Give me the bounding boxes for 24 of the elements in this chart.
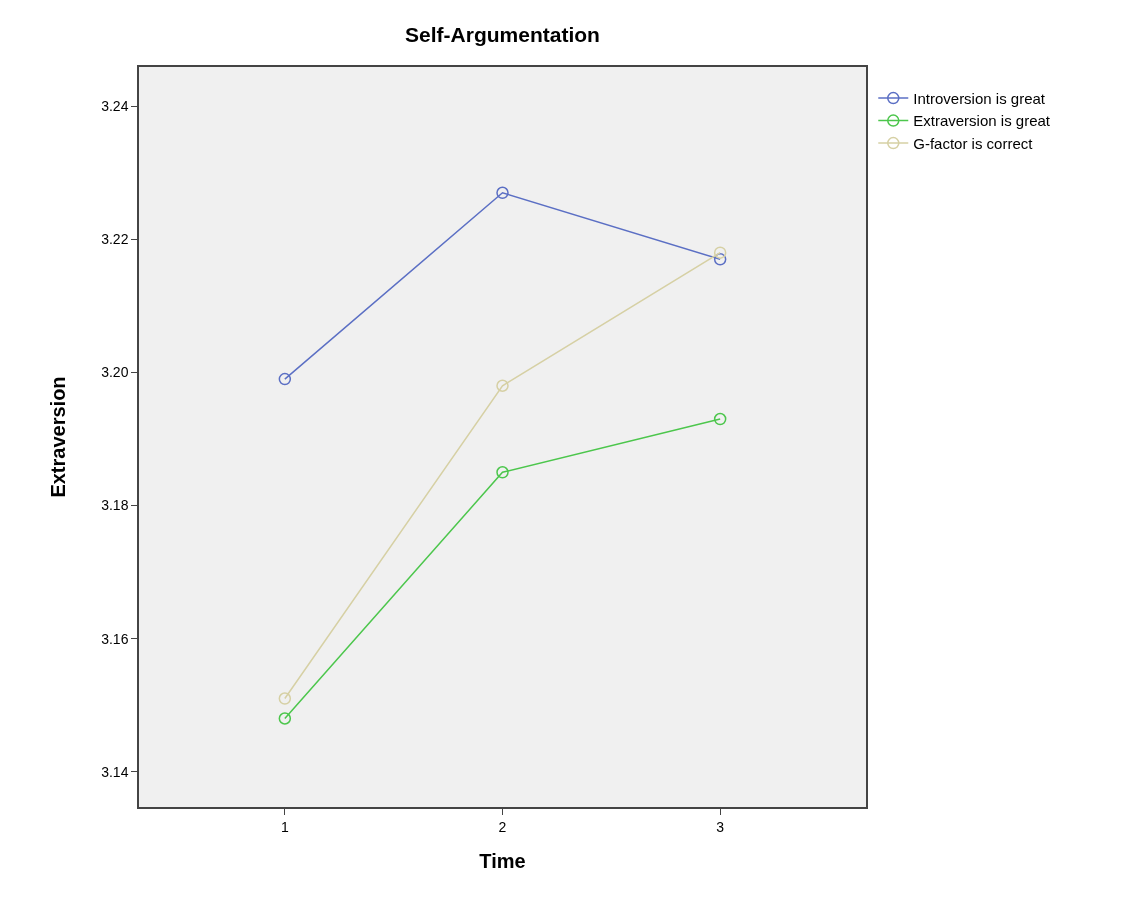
x-tick-label: 2 [498, 818, 507, 835]
point [278, 372, 292, 386]
y-axis-title: Extraversion [47, 376, 70, 498]
x-axis-title: Time [479, 849, 526, 872]
point [713, 412, 727, 426]
point [496, 186, 509, 200]
chart-title: Self-Argumentation [405, 23, 600, 47]
x-tick-label: 3 [716, 818, 725, 835]
x-tick-label: 1 [280, 818, 289, 835]
y-tick-label: 3.14 [101, 763, 129, 780]
point [278, 712, 292, 725]
legend-label: Introversion is great [913, 89, 1046, 107]
point [713, 246, 727, 259]
legend-label: G-factor is correct [913, 134, 1034, 152]
y-tick-label: 3.22 [101, 231, 129, 248]
y-tick-label: 3.16 [101, 630, 129, 647]
y-tick-label: 3.24 [101, 98, 129, 115]
point [713, 253, 727, 266]
point [278, 692, 292, 705]
point [496, 466, 509, 479]
point [496, 379, 509, 393]
legend-label: Extraversion is great [913, 112, 1051, 130]
y-tick-label: 3.20 [101, 364, 129, 381]
y-tick-label: 3.18 [101, 497, 129, 514]
